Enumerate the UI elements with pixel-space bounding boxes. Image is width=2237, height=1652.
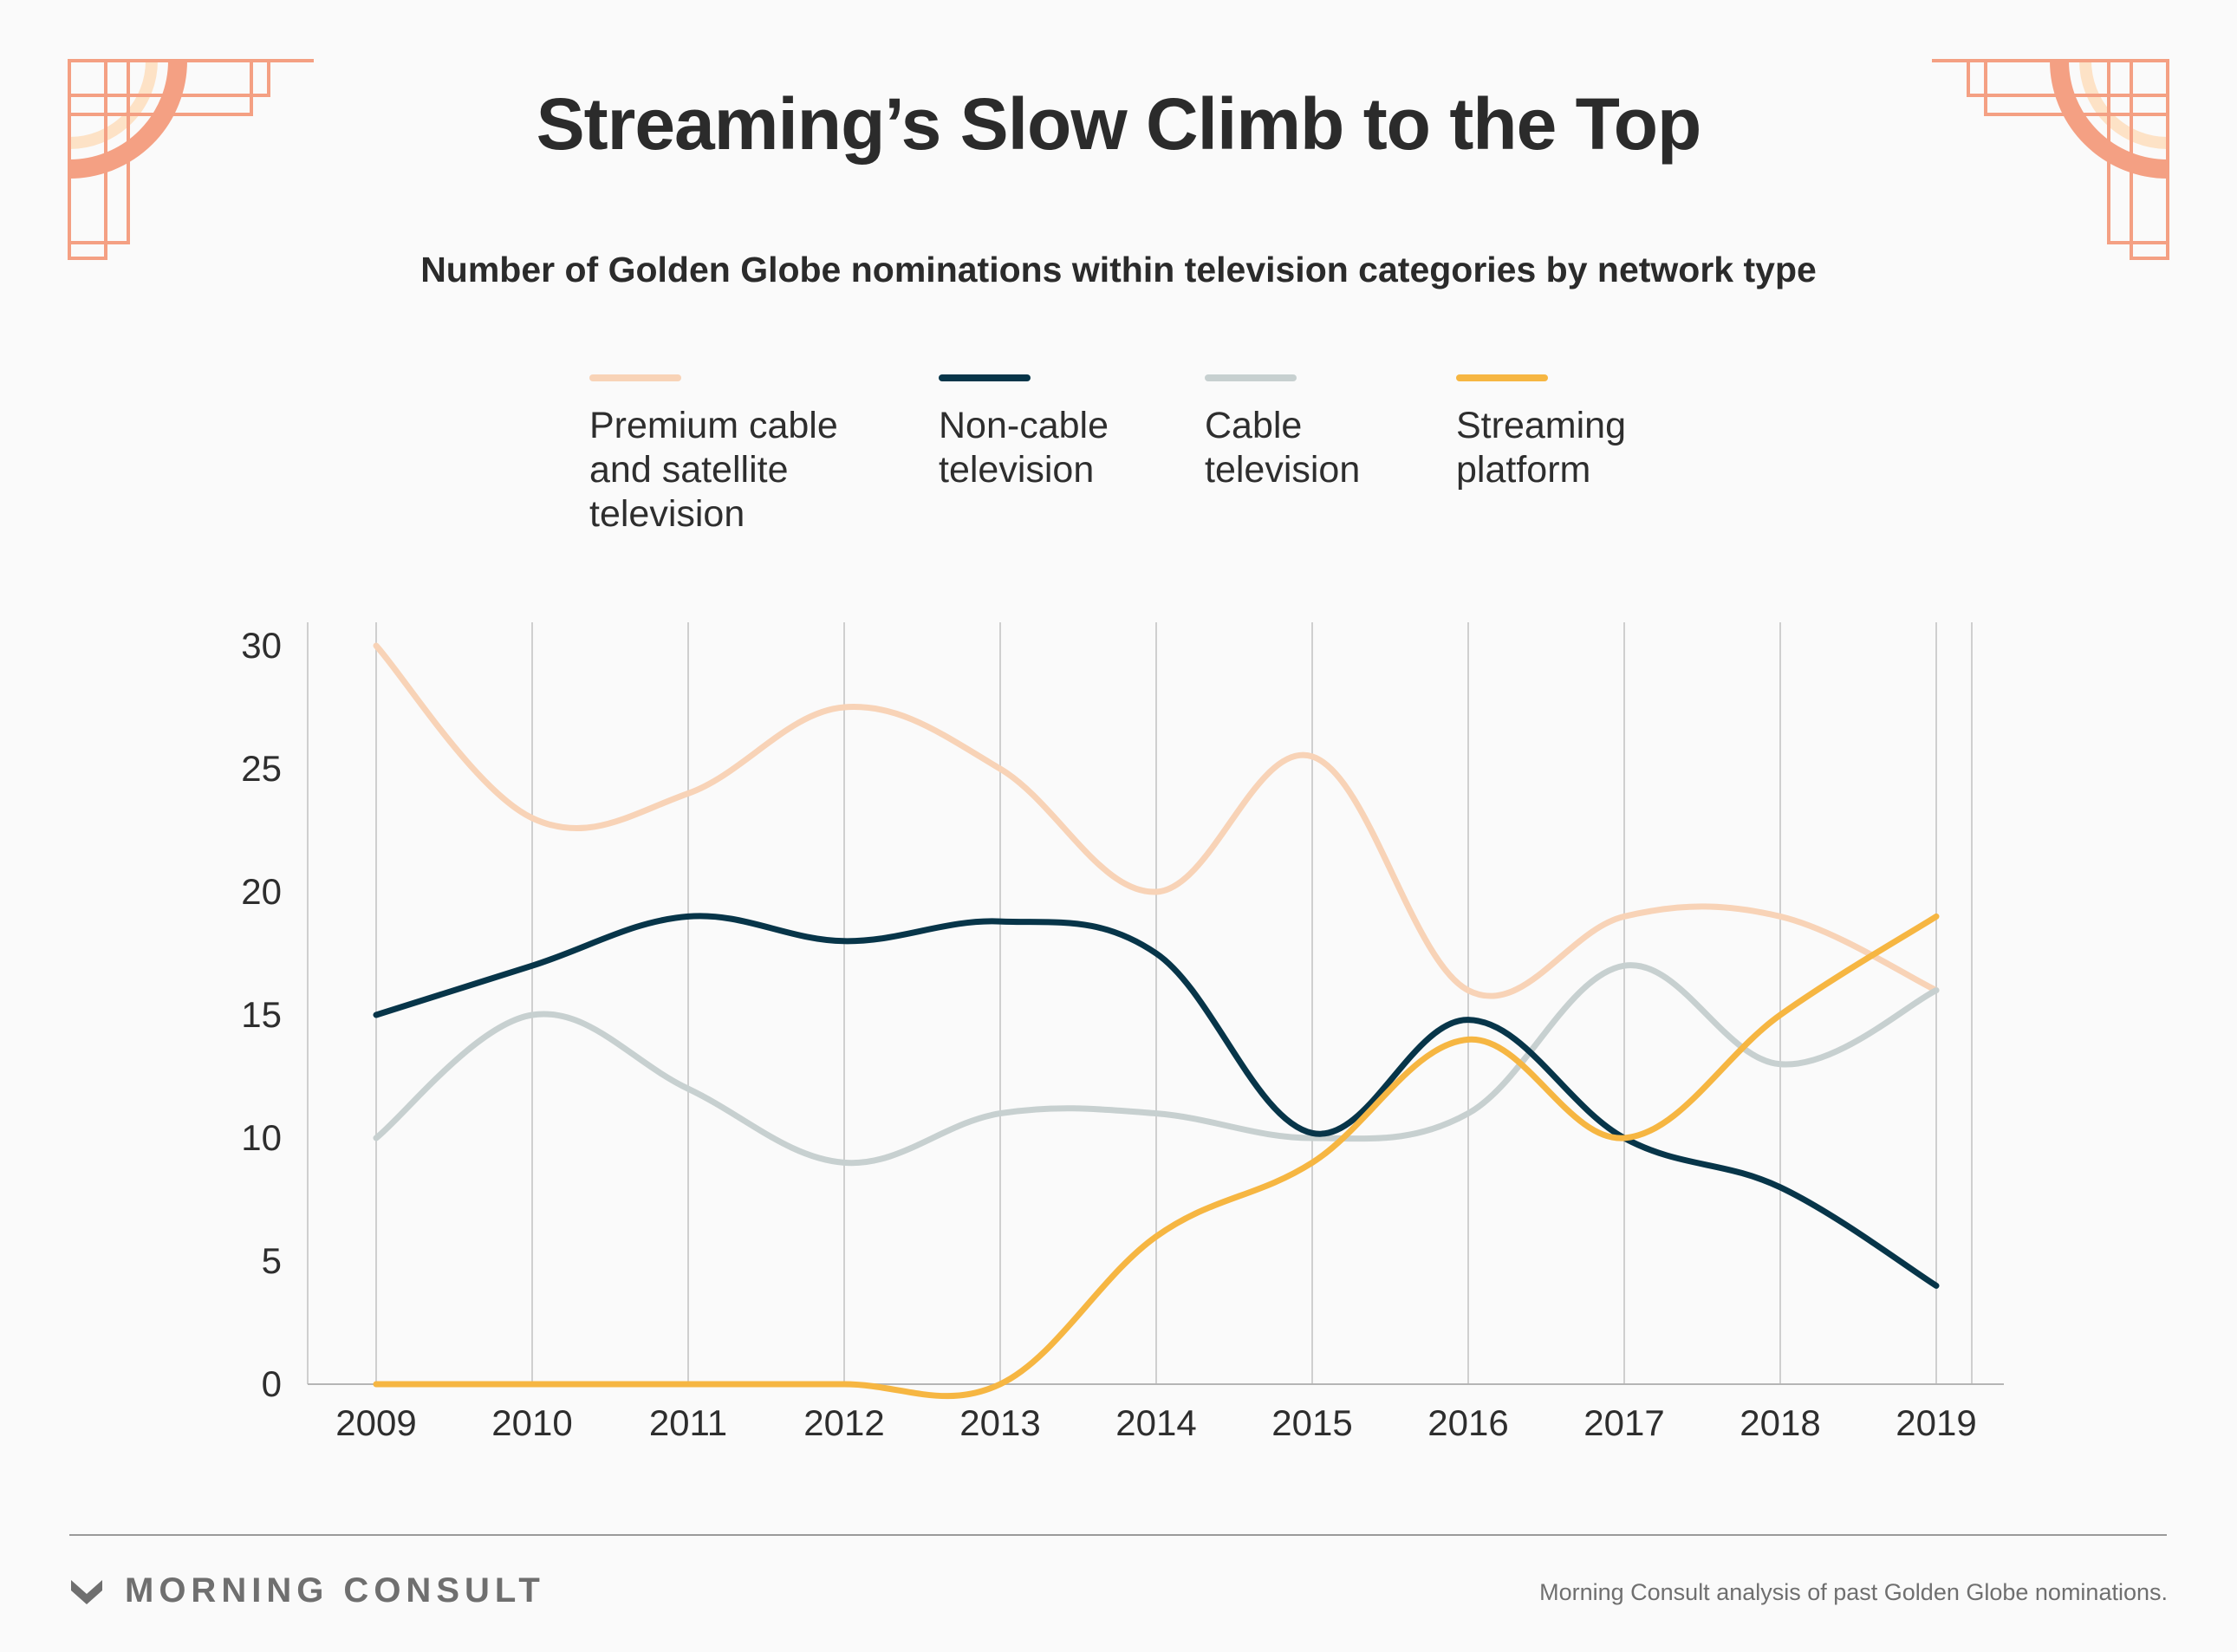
legend-item-streaming: Streaming platform bbox=[1456, 374, 1664, 492]
series-line-premium-cable bbox=[373, 642, 1940, 999]
y-axis-ticks: 0 5 10 15 20 25 30 bbox=[241, 625, 282, 1404]
x-tick-label: 2016 bbox=[1427, 1402, 1508, 1443]
x-axis-ticks: 2009 2010 2011 2012 2013 2014 2015 2016 2017 2018… bbox=[335, 1402, 1976, 1443]
legend-label: Non-cable television bbox=[939, 405, 1109, 491]
y-tick-label: 15 bbox=[241, 994, 282, 1035]
footer-divider bbox=[69, 1534, 2167, 1536]
frame-corner-left bbox=[68, 59, 314, 1343]
series-line-non-cable bbox=[373, 913, 1940, 1289]
legend-label: Streaming platform bbox=[1456, 405, 1626, 491]
x-tick-label: 2019 bbox=[1896, 1402, 1976, 1443]
x-tick-label: 2011 bbox=[649, 1402, 727, 1443]
series-lines bbox=[373, 642, 1940, 1400]
morning-consult-logo-icon bbox=[71, 1579, 102, 1604]
legend-label: Premium cable and satellite television bbox=[589, 405, 838, 535]
series-line-streaming bbox=[373, 913, 1940, 1400]
legend-item-premium-cable: Premium cable and satellite television bbox=[589, 374, 867, 537]
x-tick-label: 2012 bbox=[803, 1402, 884, 1443]
y-tick-label: 0 bbox=[262, 1363, 282, 1404]
legend-item-cable: Cable television bbox=[1205, 374, 1413, 492]
frame-corner-right bbox=[1932, 59, 2169, 1352]
x-tick-label: 2018 bbox=[1740, 1402, 1820, 1443]
y-tick-label: 25 bbox=[241, 748, 282, 789]
gridlines bbox=[375, 622, 1973, 1384]
brand-name: MORNING CONSULT bbox=[125, 1571, 545, 1610]
x-tick-label: 2014 bbox=[1115, 1402, 1196, 1443]
x-tick-label: 2017 bbox=[1583, 1402, 1664, 1443]
x-tick-label: 2010 bbox=[491, 1402, 572, 1443]
legend-label: Cable television bbox=[1205, 405, 1361, 491]
y-tick-label: 5 bbox=[262, 1240, 282, 1281]
chart-title: Streaming’s Slow Climb to the Top bbox=[536, 83, 1702, 165]
brand-logo: MORNING CONSULT bbox=[69, 1571, 545, 1610]
y-tick-label: 10 bbox=[241, 1117, 282, 1158]
x-tick-label: 2013 bbox=[959, 1402, 1040, 1443]
x-tick-label: 2015 bbox=[1271, 1402, 1352, 1443]
y-tick-label: 30 bbox=[241, 625, 282, 666]
legend-swatch bbox=[1205, 374, 1297, 381]
source-note: Morning Consult analysis of past Golden … bbox=[1539, 1579, 2168, 1605]
series-line-cable bbox=[373, 962, 1940, 1167]
legend-item-non-cable: Non-cable television bbox=[939, 374, 1147, 492]
legend-swatch bbox=[939, 374, 1031, 381]
legend-swatch bbox=[589, 374, 681, 381]
legend-swatch bbox=[1456, 374, 1548, 381]
y-tick-label: 20 bbox=[241, 871, 282, 912]
x-tick-label: 2009 bbox=[335, 1402, 416, 1443]
chart-subtitle: Number of Golden Globe nominations withi… bbox=[420, 250, 1817, 289]
